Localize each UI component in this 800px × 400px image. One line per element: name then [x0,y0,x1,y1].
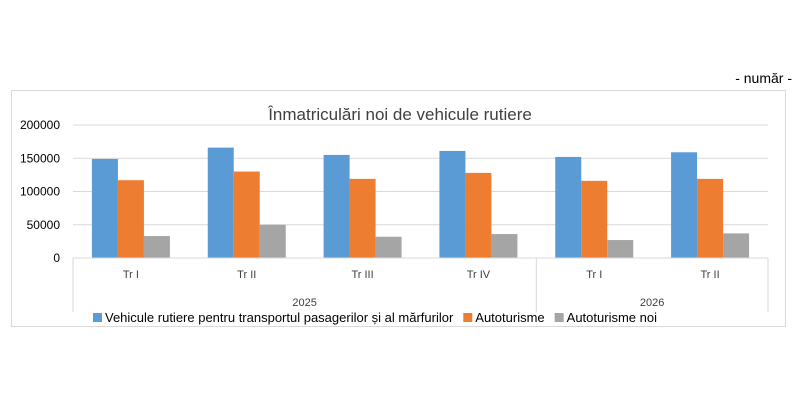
bars [91,147,750,258]
y-tick-label: 100000 [20,185,60,199]
x-axis: Tr I Tr II Tr III Tr IV Tr I Tr II 2025 2026 [72,257,769,312]
gridlines [73,124,768,259]
legend-label: Vehicule rutiere pentru transportul pasa… [105,310,454,325]
bar [207,147,234,258]
legend: Vehicule rutiere pentru transportul pasa… [93,310,657,325]
legend-label: Autoturisme noi [567,310,657,325]
bar [607,240,634,258]
x-tick-label: Tr I [586,269,602,281]
bar [723,233,750,258]
bar [375,236,402,258]
bar [91,158,118,258]
bar [439,150,466,258]
unit-note: - număr - [735,70,792,86]
y-axis: 200000 150000 100000 50000 0 [20,118,60,265]
bar [233,171,260,258]
bar [323,154,350,258]
legend-swatch [463,313,473,322]
x-tick-label: Tr II [701,269,720,281]
x-tick-label: Tr III [351,269,373,281]
y-tick-label: 150000 [20,151,60,165]
legend-swatch [93,313,102,322]
y-tick-label: 0 [53,251,60,265]
legend-label: Autoturisme [475,310,544,325]
y-tick-label: 50000 [27,218,61,232]
bar [143,236,170,258]
bar [697,178,724,258]
x-tick-label: Tr II [237,269,256,281]
bar [259,224,286,258]
x-tick-label: Tr I [123,269,139,281]
group-label: 2025 [292,297,316,309]
x-tick-label: Tr IV [467,269,491,281]
legend-swatch [554,313,564,322]
bar [465,172,492,258]
bar [349,178,376,258]
chart-title: Înmatriculări noi de vehicule rutiere [267,105,532,124]
y-tick-label: 200000 [20,118,60,132]
bar [555,156,582,258]
bar [117,180,144,258]
group-label: 2026 [640,297,664,309]
bar [491,234,518,258]
chart-frame [11,90,786,327]
bar [671,152,698,258]
bar [581,180,608,258]
